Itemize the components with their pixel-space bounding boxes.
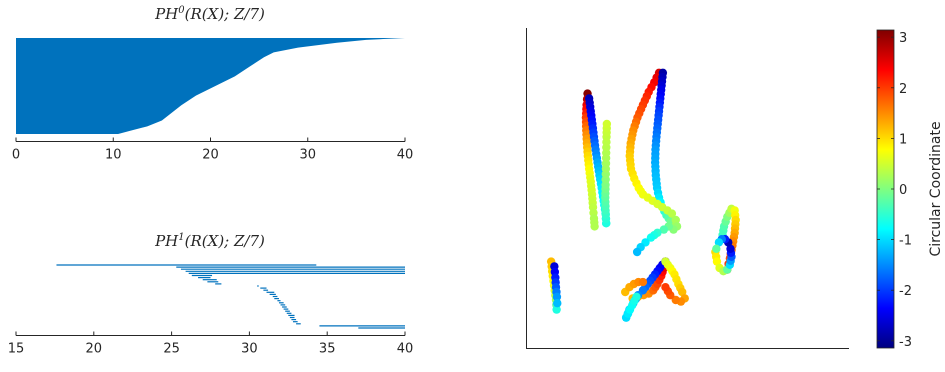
colorbar-tick-label: -3 xyxy=(899,335,912,350)
scatter-point xyxy=(638,277,648,287)
ph0-title: PH0(R(X); Z/7) xyxy=(154,5,265,23)
scatter-points xyxy=(546,68,740,322)
ph1-tick-label: 40 xyxy=(397,342,414,357)
ph1-bars xyxy=(56,264,405,329)
scatter-point xyxy=(671,295,680,305)
scatter-point xyxy=(712,257,722,266)
colorbar-tick-label: 2 xyxy=(899,82,907,97)
ph0-tick-label: 0 xyxy=(12,148,20,163)
scatter-point xyxy=(714,238,724,247)
colorbar-label: Circular Coordinate xyxy=(928,121,944,256)
ph1-tick-label: 25 xyxy=(163,342,180,357)
scatter-point xyxy=(678,287,687,297)
scatter-point xyxy=(659,225,669,234)
ph0-panel: PH0(R(X); Z/7) 0 10 20 30 40 xyxy=(12,5,413,163)
ph0-tick-label: 40 xyxy=(397,148,414,163)
ph1-x-axis: 15 20 25 30 35 40 xyxy=(8,331,414,357)
ph1-tick-label: 20 xyxy=(86,342,103,357)
colorbar-tick-label: -2 xyxy=(899,284,912,299)
scatter-point xyxy=(590,222,599,231)
scatter-panel xyxy=(526,28,849,349)
scatter-point xyxy=(552,292,562,301)
scatter-point xyxy=(667,209,677,218)
ph1-tick-label: 30 xyxy=(241,342,258,357)
colorbar: 3 2 1 0 -1 -2 -3 Circular Coordinate xyxy=(876,29,944,350)
scatter-point xyxy=(553,299,562,308)
colorbar-tick-label: 0 xyxy=(899,183,907,198)
ph0-tick-label: 20 xyxy=(202,148,219,163)
ph0-tick-label: 30 xyxy=(299,148,316,163)
colorbar-tick-label: 3 xyxy=(899,31,907,46)
scatter-point xyxy=(602,119,612,129)
ph0-x-axis: 0 10 20 30 40 xyxy=(12,137,414,163)
colorbar-ticks: 3 2 1 0 -1 -2 -3 xyxy=(877,31,912,350)
ph0-bars xyxy=(16,38,405,134)
ph1-tick-label: 35 xyxy=(319,342,336,357)
colorbar-tick-label: -1 xyxy=(899,234,912,249)
scatter-point xyxy=(646,233,656,242)
ph0-tick-label: 10 xyxy=(105,148,122,163)
scatter-point xyxy=(632,247,642,257)
ph1-tick-label: 15 xyxy=(8,342,25,357)
scatter-point xyxy=(671,215,680,225)
colorbar-tick-label: 1 xyxy=(899,132,907,147)
scatter-point xyxy=(552,305,561,314)
scatter-point xyxy=(712,244,721,253)
scatter-point xyxy=(632,292,641,301)
ph1-title: PH1(R(X); Z/7) xyxy=(154,232,265,250)
scatter-point xyxy=(661,283,670,292)
scatter-point xyxy=(726,244,735,253)
ph1-panel: PH1(R(X); Z/7) 15 20 25 30 35 40 xyxy=(8,232,414,357)
scatter-axes xyxy=(526,28,849,349)
